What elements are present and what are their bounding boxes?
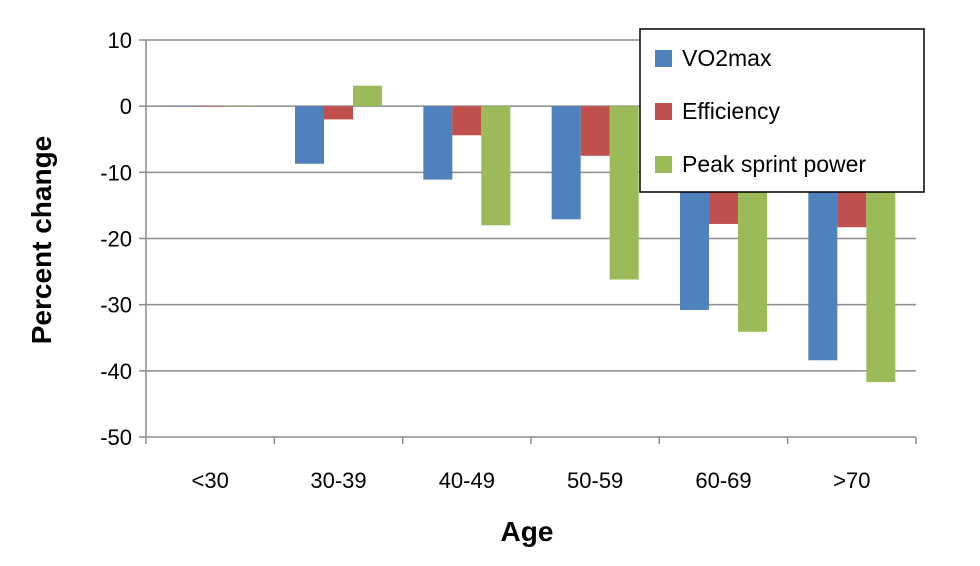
y-tick-label: -40 [100,359,132,384]
x-axis-title: Age [501,516,554,547]
bar-vo2max [423,106,453,180]
legend-swatch [655,156,672,173]
bar-vo2max [551,106,581,220]
y-tick-label: 0 [120,94,132,119]
bar-peak-sprint-power [353,85,382,107]
legend: VO2max Efficiency Peak sprint power [639,28,925,193]
legend-box [639,28,925,193]
bar-peak-sprint-power [481,106,511,226]
y-tick-label: -30 [100,293,132,318]
x-tick-label: >70 [833,468,870,493]
x-tick-label: 30-39 [310,468,366,493]
x-tick-label: 40-49 [439,468,495,493]
axes [139,39,917,444]
bar-vo2max [295,106,324,164]
x-tick-label: 50-59 [567,468,623,493]
bar-efficiency [195,106,225,107]
legend-swatch [655,103,672,120]
y-tick-label: -10 [100,160,132,185]
x-tick-label: 60-69 [695,468,751,493]
y-tick-labels: 10 0 -10 -20 -30 -40 -50 [100,28,132,450]
y-tick-label: -50 [100,425,132,450]
bar-peak-sprint-power [609,106,639,280]
y-axis-title: Percent change [26,136,57,345]
x-tick-label: <30 [192,468,229,493]
bar-efficiency [452,106,482,136]
legend-label: VO2max [682,45,772,71]
bar-vo2max [166,106,196,107]
legend-label: Efficiency [682,98,781,124]
legend-label: Peak sprint power [682,151,866,177]
bar-peak-sprint-power [224,106,254,107]
x-tick-labels: <30 30-39 40-49 50-59 60-69 >70 [192,468,871,493]
bar-efficiency [580,106,610,156]
legend-swatch [655,50,672,67]
bar-efficiency [324,106,353,120]
y-tick-label: 10 [108,28,132,53]
y-tick-label: -20 [100,227,132,252]
